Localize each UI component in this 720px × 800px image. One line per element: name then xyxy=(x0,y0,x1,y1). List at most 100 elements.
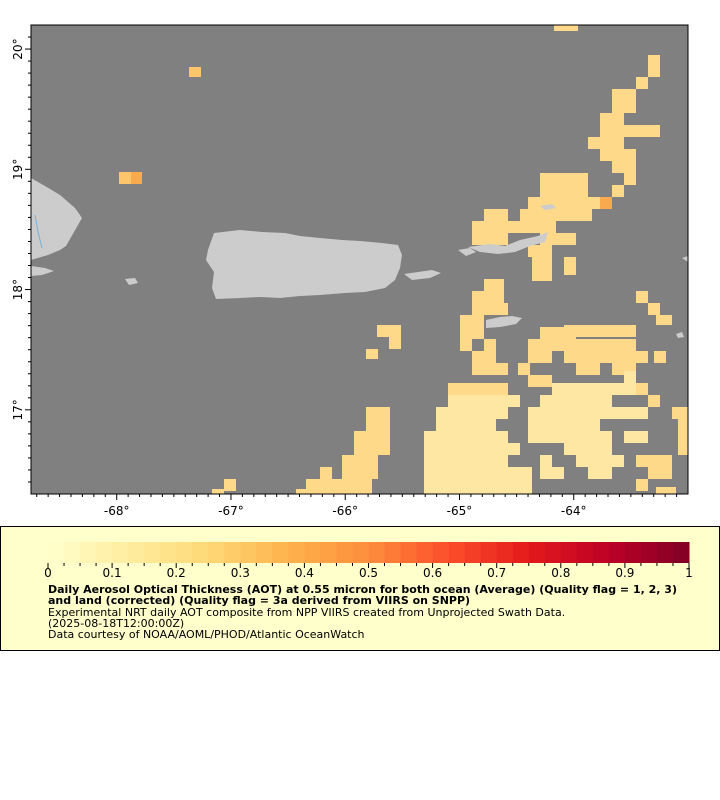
color-scale-cell xyxy=(400,542,418,563)
color-scale-cell xyxy=(96,542,113,563)
aot-pixel xyxy=(424,455,508,467)
st-croix-land xyxy=(486,316,522,328)
aot-pixel xyxy=(436,419,496,431)
legend-credit: Data courtesy of NOAA/AOML/PHOD/Atlantic… xyxy=(48,628,365,641)
legend-date: (2025-08-18T12:00:00Z) xyxy=(48,617,185,630)
aot-pixel xyxy=(636,383,648,395)
color-scale-cell xyxy=(608,542,626,563)
color-scale-cell xyxy=(592,542,610,563)
color-scale-cell xyxy=(224,542,241,563)
latitude-axis: 17° 18° 19° 20° xyxy=(11,36,31,483)
color-scale-cell xyxy=(576,542,594,563)
aot-pixel xyxy=(528,339,552,351)
aot-pixel xyxy=(576,455,624,467)
vieques-land xyxy=(404,270,441,280)
aot-pixel xyxy=(224,479,236,491)
map-frame xyxy=(30,24,689,495)
color-scale-cell xyxy=(192,542,209,563)
color-scale-cell xyxy=(512,542,530,563)
aot-pixel xyxy=(624,173,636,185)
aot-pixel xyxy=(377,325,401,337)
color-scale-cells xyxy=(48,542,690,563)
aot-pixel xyxy=(636,455,672,467)
color-scale-tick-label: 0.5 xyxy=(359,566,378,580)
aot-pixel xyxy=(389,337,401,349)
aot-pixel xyxy=(320,467,332,479)
color-scale-cell xyxy=(64,542,81,563)
lat-tick-label: 19° xyxy=(11,159,25,180)
aot-map: -68° -67° -66° -65° -64° 17° 18° 19° 20° xyxy=(11,24,689,518)
aot-pixel xyxy=(528,375,552,387)
aot-pixel xyxy=(656,315,672,325)
hispaniola-river xyxy=(34,214,43,249)
aot-pixel xyxy=(528,407,624,419)
aot-pixel xyxy=(366,407,390,431)
color-scale-tick-label: 0.4 xyxy=(295,566,314,580)
hispaniola-tip-land xyxy=(31,266,54,276)
color-scale-tick-label: 0.3 xyxy=(231,566,250,580)
aot-pixel xyxy=(472,363,508,375)
aot-pixel xyxy=(564,325,636,337)
aot-pixel xyxy=(540,395,612,407)
aot-pixel xyxy=(636,291,648,303)
lat-tick-label: 20° xyxy=(11,38,25,59)
aot-pixel xyxy=(636,479,648,491)
aot-pixel xyxy=(472,221,556,233)
aot-pixel xyxy=(600,197,612,209)
color-scale-cell xyxy=(336,542,353,563)
aot-pixel xyxy=(472,291,504,303)
aot-pixel xyxy=(296,489,306,494)
aot-pixel xyxy=(678,419,688,455)
puerto-rico-land xyxy=(206,230,402,299)
aot-pixel xyxy=(588,137,624,149)
aot-pixel xyxy=(600,383,636,395)
aot-pixel xyxy=(612,89,636,113)
aot-pixel xyxy=(624,431,648,443)
aot-pixel xyxy=(520,209,556,221)
aot-pixel xyxy=(540,467,564,479)
lesser-antilles-land xyxy=(676,332,684,338)
color-scale-cell xyxy=(672,542,690,563)
color-scale-cell xyxy=(48,542,65,563)
color-scale-cell xyxy=(656,542,674,563)
aot-pixel xyxy=(460,327,484,339)
aot-pixel xyxy=(131,172,142,184)
aot-pixel xyxy=(554,25,578,31)
lat-tick-label: 17° xyxy=(11,399,25,420)
aot-pixel xyxy=(656,487,676,494)
aot-pixel xyxy=(424,467,532,479)
aot-pixel xyxy=(424,431,508,443)
color-scale-cell xyxy=(288,542,305,563)
aot-pixel xyxy=(528,245,552,257)
color-scale-cell xyxy=(304,542,321,563)
aot-pixel xyxy=(472,233,508,245)
aot-pixel xyxy=(556,209,592,221)
aot-pixel xyxy=(436,407,508,419)
color-scale-cell xyxy=(352,542,369,563)
aot-pixel xyxy=(612,161,636,173)
color-scale-tick-label: 0.2 xyxy=(167,566,186,580)
aot-pixel xyxy=(564,257,576,275)
aot-pixel xyxy=(624,371,636,383)
aot-pixel xyxy=(366,349,378,359)
color-scale-tick-label: 0.9 xyxy=(615,566,634,580)
color-scale-cell xyxy=(544,542,562,563)
aot-pixel xyxy=(528,431,612,443)
aot-pixel xyxy=(612,407,648,419)
legend-panel: 0 0.1 0.2 0.3 0.4 0.5 0.6 0.7 0.8 0.9 1 Daily Aero… xyxy=(0,526,720,651)
aot-pixel xyxy=(588,467,612,479)
aot-pixel xyxy=(342,455,378,479)
aot-pixel xyxy=(648,303,660,315)
aot-pixel xyxy=(648,467,672,479)
aot-pixel xyxy=(636,351,648,363)
color-scale-tick-label: 0.1 xyxy=(103,566,122,580)
aot-pixel-layer xyxy=(119,25,688,494)
culebra-land xyxy=(458,248,476,256)
color-scale-cell xyxy=(464,542,482,563)
longitude-axis: -68° -67° -66° -65° -64° xyxy=(36,494,678,518)
color-scale-tick-label: 1 xyxy=(685,566,693,580)
aot-pixel xyxy=(424,479,532,494)
color-scale-tick-label: 0.7 xyxy=(487,566,506,580)
saba-land xyxy=(682,256,688,262)
color-scale-cell xyxy=(624,542,642,563)
